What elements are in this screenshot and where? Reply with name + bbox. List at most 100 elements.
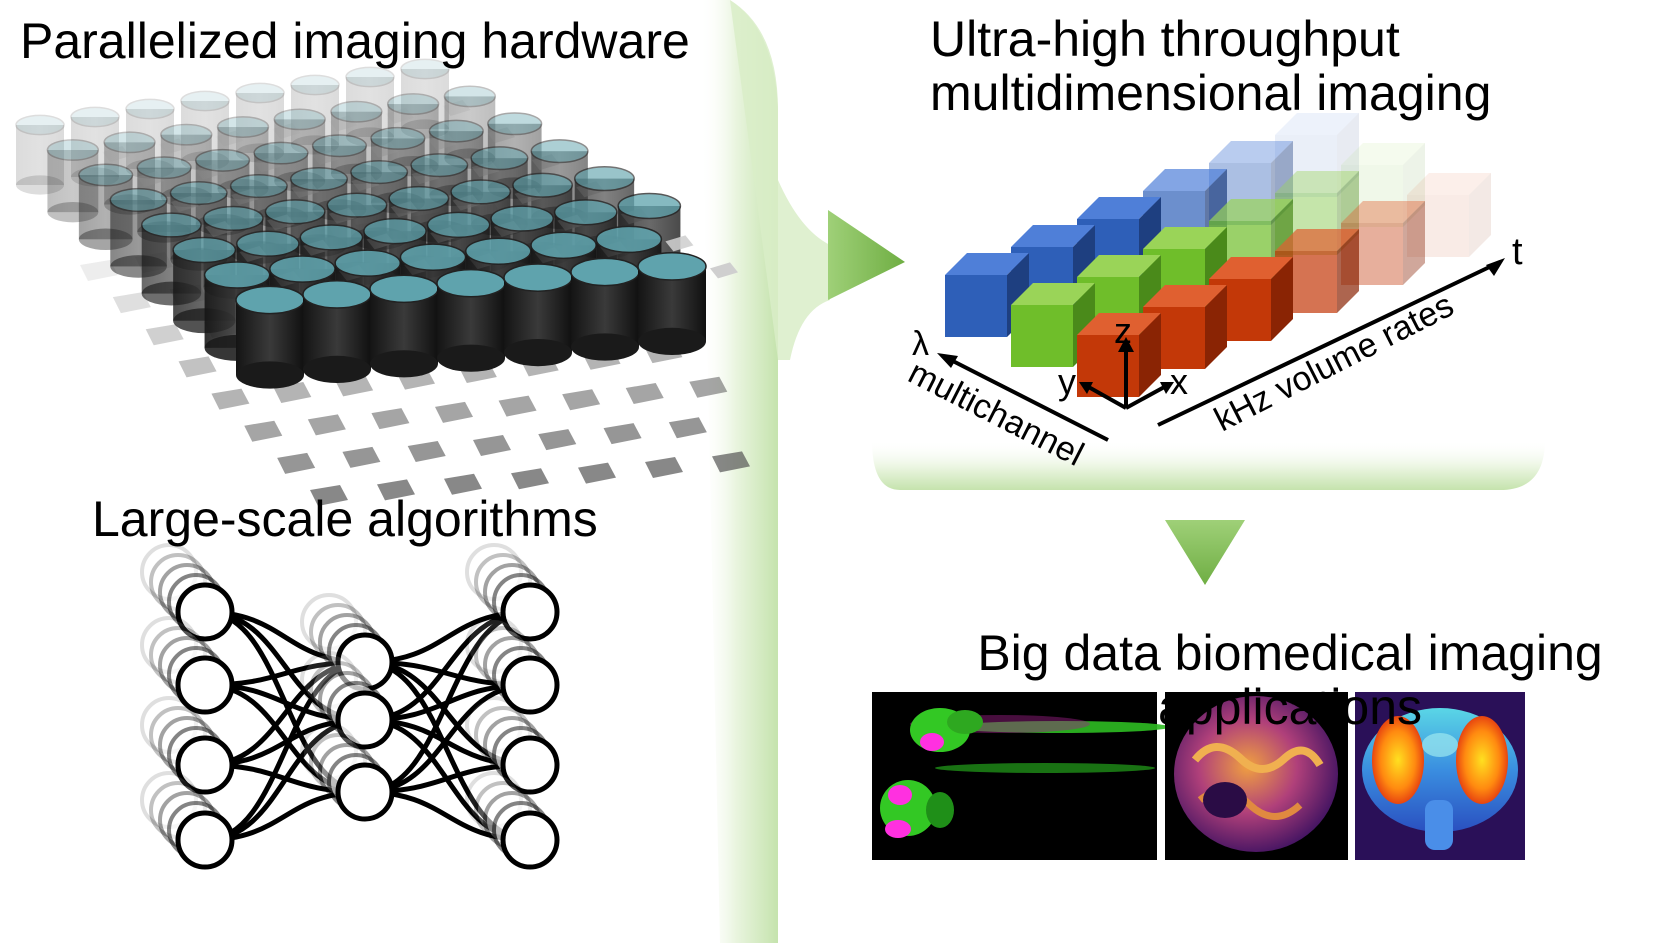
nn-node [335,762,395,822]
nn-node [175,735,235,795]
lens-top-teal [273,108,326,131]
cube-top [1011,283,1095,305]
cube-top [1011,225,1095,247]
nn-node-echo [140,771,198,829]
lens-top-teal [311,134,368,158]
lens-top-teal [573,165,635,192]
lens-shadow [645,457,683,478]
lens-top-teal [595,225,663,254]
lens-top-teal [426,211,491,239]
nn-node [500,810,560,870]
lens-top-teal [388,185,450,212]
lens-top-teal [345,66,395,88]
cube-top [1077,255,1161,277]
lens-top-teal [78,163,134,187]
lens-top-teal [370,126,426,150]
axis-label-y: y [1058,361,1076,402]
lens-top-teal [302,280,372,309]
lens-top-teal [436,268,506,298]
lens-top-teal [235,230,300,257]
insect-head-image [1355,692,1525,860]
lens-shadow [444,473,482,495]
lens-top-teal [264,199,326,225]
lens-cylinder-bottom [437,344,505,372]
title-ultra-high-throughput: Ultra-high throughput multidimensional i… [930,12,1491,120]
lens-top-teal [410,153,469,178]
title-applications-line2: applications [1157,679,1423,735]
lens-shadow [668,417,707,439]
cube-top [945,253,1029,275]
lens-top-teal [334,249,402,277]
lens-cylinder-bottom [236,361,304,389]
nn-connection [364,659,531,843]
lens-top-teal [194,148,251,172]
application-images [872,692,1525,860]
lens-top-teal [253,141,309,165]
cube-top [1077,313,1161,335]
cube-top [1077,197,1161,219]
lens-top-teal [617,192,682,220]
organ-volume-image [1165,692,1348,860]
cube-top [1143,227,1227,249]
title-large-scale-algorithms: Large-scale algorithms [92,491,598,547]
lens-grid-plate [665,235,694,252]
lens-top-teal [109,187,168,213]
lens-top-teal [399,243,467,271]
nn-node [500,735,560,795]
green-connector [700,0,1545,943]
cube-top [1275,113,1359,135]
lens-top-teal [512,172,574,198]
lens-shadow [473,435,511,457]
lens-shadow [307,414,346,436]
green-band-under-throughput [872,440,1545,490]
green-arrow-right [828,210,905,300]
cube-front [1341,165,1403,227]
axis-label-t: t [1512,231,1523,273]
title-big-data-applications: Big data biomedical imaging applications [930,626,1650,734]
nn-node-echo [140,616,198,674]
lens-shadow [178,356,217,378]
lens-top-teal [70,106,120,128]
lens-shadow [277,452,316,474]
cube-front [945,275,1007,337]
cube-top [1341,143,1425,165]
lens-shadow [689,376,728,398]
lens-top-teal [299,224,364,251]
lens-top-teal [103,131,156,154]
lens-top-teal [125,98,175,120]
cube-top [1143,169,1227,191]
lens-shadow [578,462,616,484]
lens-top-teal [553,199,618,226]
nn-connection [364,609,531,795]
lens-shadow [371,408,410,430]
cube-side [1469,173,1491,257]
lens-cylinder-bottom [571,333,639,361]
lens-top-teal [202,205,264,232]
lens-top-teal [530,231,597,260]
cube-side [1205,285,1227,369]
lens-shadow [244,420,283,442]
title-applications-line1: Big data biomedical imaging [977,625,1603,681]
cube-top [1209,257,1293,279]
cube-top [1209,199,1293,221]
lens-shadow [211,388,250,410]
lens-top-teal [216,116,270,138]
cube-front [1407,195,1469,257]
lens-cylinder-bottom [638,327,706,355]
lens-shadow [435,401,473,423]
axis-label-lambda: λ [912,325,929,363]
lens-array-illustration [15,58,750,506]
lens-top-teal [443,85,497,108]
lens-shadow [625,383,664,404]
nn-node [335,690,395,750]
lens-cylinder-bottom [370,350,438,378]
axis-label-x: x [1170,361,1188,402]
lens-shadow [498,395,537,417]
green-connector-vertical-arm [700,0,778,943]
cube-side [1403,201,1425,285]
green-arrow-down [1165,520,1245,585]
lens-top-teal [369,274,439,304]
lens-top-teal [470,146,529,171]
nn-node-echo [300,651,358,709]
